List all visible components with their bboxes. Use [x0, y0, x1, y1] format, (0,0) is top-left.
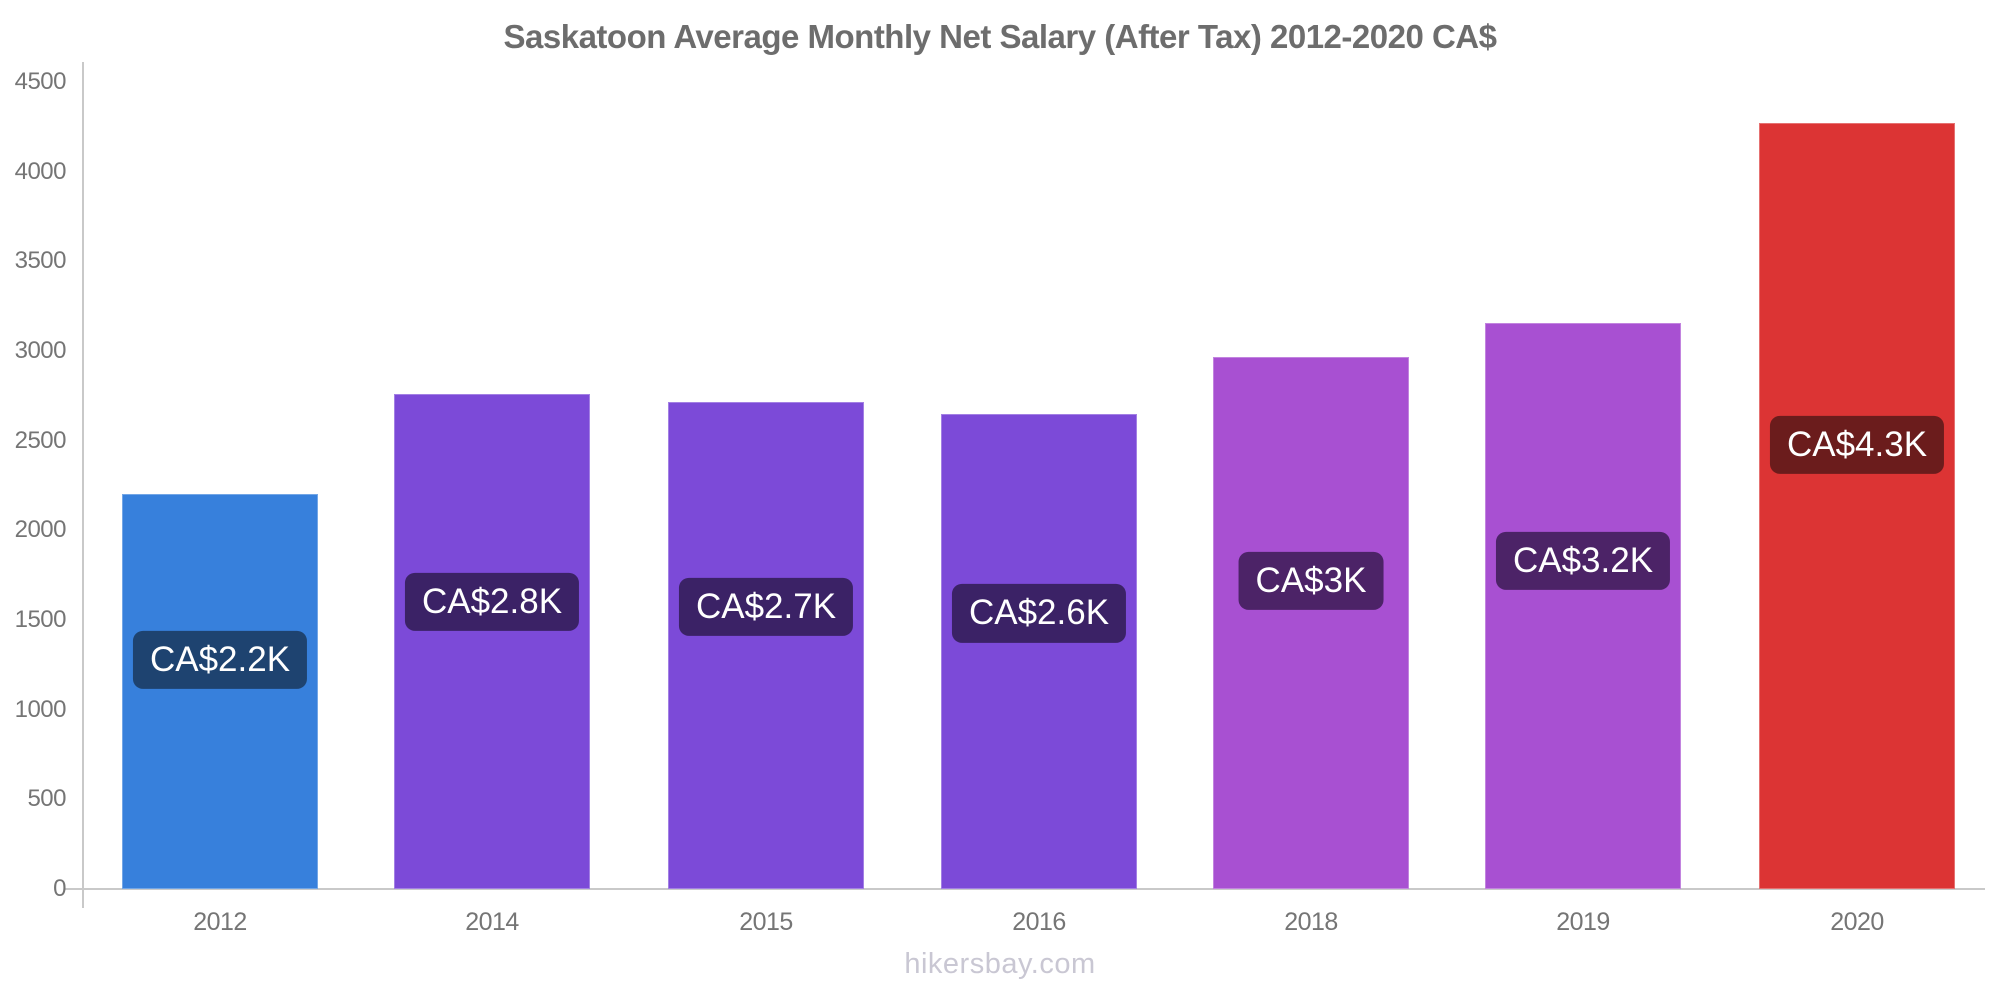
y-tick-label: 0	[53, 875, 66, 902]
bar-value-label-2014: CA$2.8K	[404, 572, 580, 632]
y-tick-label: 1500	[14, 606, 67, 633]
bar-2019[interactable]	[1485, 323, 1681, 889]
bar-2020[interactable]	[1759, 123, 1955, 889]
y-tick-label: 1000	[14, 695, 67, 723]
x-axis-line	[64, 888, 1985, 890]
bar-2015[interactable]	[668, 402, 864, 889]
y-tick-label: 4000	[14, 157, 67, 185]
footer-watermark: hikersbay.com	[904, 948, 1096, 980]
y-axis-line	[82, 62, 84, 908]
bar-value-label-2016: CA$2.6K	[951, 584, 1127, 643]
bar-value-label-2018: CA$3K	[1238, 551, 1384, 610]
bar-value-label-2012: CA$2.2K	[132, 631, 308, 690]
x-tick-label-2018: 2018	[1284, 908, 1338, 936]
bar-value-label-2019: CA$3.2K	[1495, 531, 1671, 590]
y-tick-label: 500	[27, 785, 66, 813]
x-tick-label-2012: 2012	[193, 908, 247, 936]
bar-value-label-2020: CA$4.3K	[1769, 415, 1945, 474]
bar-2014[interactable]	[394, 394, 590, 889]
bar-2016[interactable]	[941, 413, 1137, 889]
y-tick-label: 4500	[14, 68, 67, 95]
y-tick-label: 3000	[14, 337, 67, 364]
bar-2018[interactable]	[1213, 357, 1409, 889]
y-tick-label: 3500	[14, 247, 67, 275]
x-tick-label-2020: 2020	[1830, 908, 1884, 936]
y-tick-label: 2000	[14, 516, 67, 544]
x-tick-label-2019: 2019	[1556, 908, 1610, 936]
y-tick-label: 2500	[14, 426, 67, 454]
chart-title: Saskatoon Average Monthly Net Salary (Af…	[503, 18, 1497, 55]
x-tick-label-2015: 2015	[739, 908, 793, 936]
x-tick-label-2014: 2014	[465, 908, 519, 936]
bar-value-label-2015: CA$2.7K	[678, 577, 854, 636]
bar-2012[interactable]	[122, 494, 318, 889]
x-tick-label-2016: 2016	[1012, 908, 1066, 936]
